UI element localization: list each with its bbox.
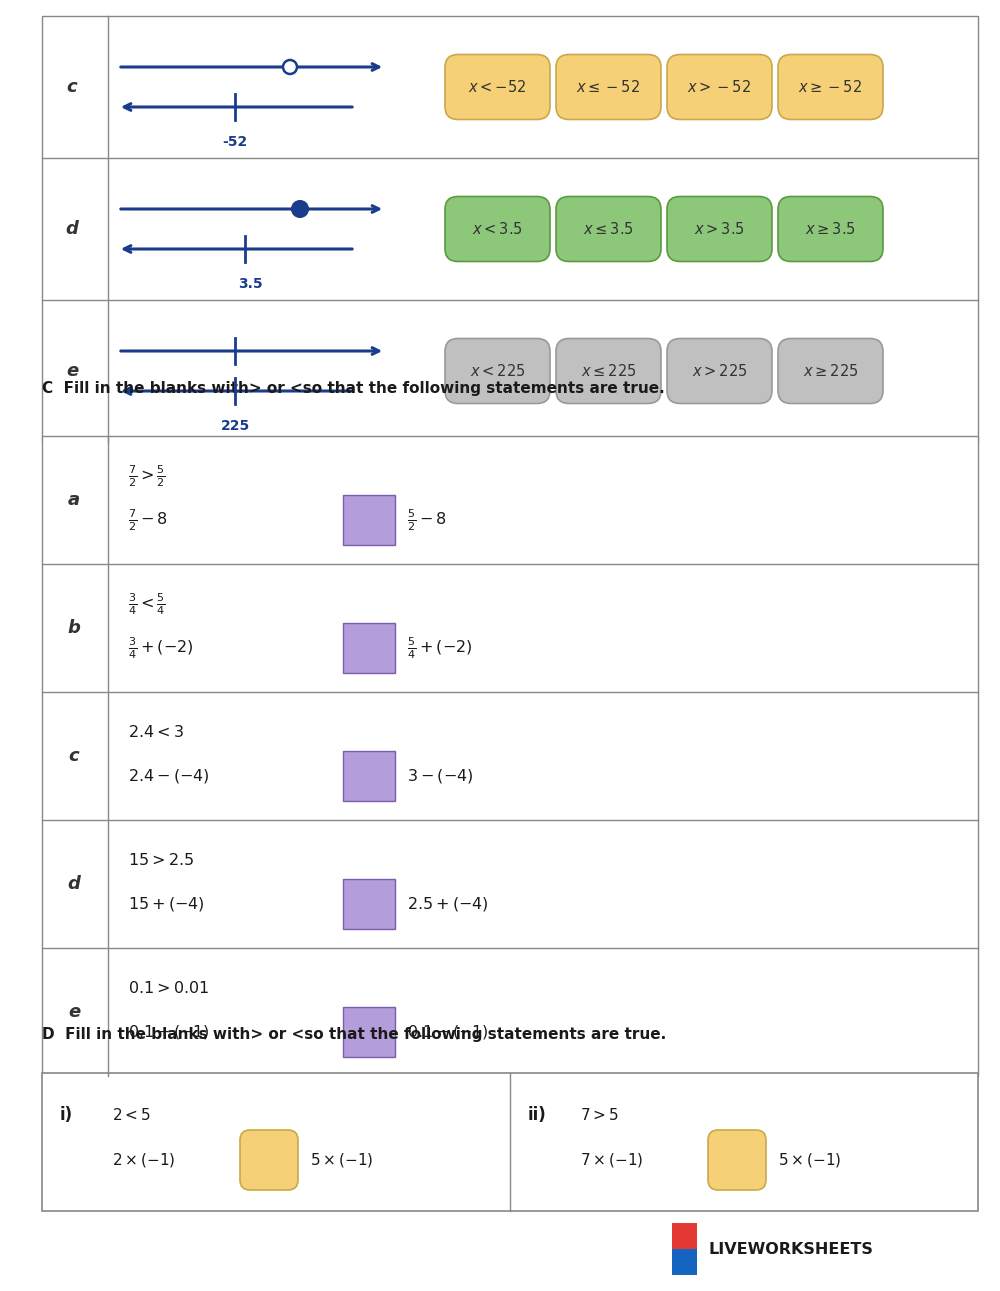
Text: c: c [69, 747, 79, 766]
Text: $\frac{5}{4} + (-2)$: $\frac{5}{4} + (-2)$ [407, 635, 472, 661]
Text: d: d [68, 875, 80, 893]
FancyBboxPatch shape [556, 338, 661, 404]
Text: C  Fill in the blanks with> or <so that the following statements are true.: C Fill in the blanks with> or <so that t… [42, 382, 665, 396]
Text: $\frac{3}{4} + (-2)$: $\frac{3}{4} + (-2)$ [128, 635, 193, 661]
Text: a: a [68, 491, 80, 509]
Text: $\frac{7}{2} > \frac{5}{2}$: $\frac{7}{2} > \frac{5}{2}$ [128, 463, 166, 489]
Text: $5 \times (-1)$: $5 \times (-1)$ [310, 1152, 373, 1168]
FancyBboxPatch shape [556, 196, 661, 262]
Text: $7 > 5$: $7 > 5$ [580, 1106, 619, 1123]
Text: $0.1 > 0.01$: $0.1 > 0.01$ [128, 980, 209, 995]
Text: $\frac{3}{4} < \frac{5}{4}$: $\frac{3}{4} < \frac{5}{4}$ [128, 591, 166, 617]
Text: $x \leq 3.5$: $x \leq 3.5$ [583, 221, 634, 238]
Bar [672, 1248, 697, 1276]
Text: $x \geq -52$: $x \geq -52$ [798, 79, 863, 96]
Text: 3.5: 3.5 [238, 278, 262, 290]
FancyBboxPatch shape [667, 54, 772, 120]
Text: $x < 3.5$: $x < 3.5$ [472, 221, 523, 238]
Text: $2.5 + (-4)$: $2.5 + (-4)$ [407, 895, 489, 913]
Text: $5 \times (-1)$: $5 \times (-1)$ [778, 1152, 841, 1168]
Text: b: b [68, 618, 80, 636]
Bar [672, 1223, 697, 1248]
FancyBboxPatch shape [708, 1130, 766, 1190]
FancyBboxPatch shape [667, 196, 772, 262]
Text: $x > -52$: $x > -52$ [687, 79, 752, 96]
Text: ii): ii) [528, 1106, 547, 1124]
Text: $15 + (-4)$: $15 + (-4)$ [128, 895, 205, 913]
Text: c: c [67, 77, 77, 96]
FancyBboxPatch shape [667, 338, 772, 404]
Bar [42, 436, 978, 1075]
Bar [343, 1007, 395, 1057]
Text: 225: 225 [220, 420, 250, 432]
Text: $2.4 < 3$: $2.4 < 3$ [128, 724, 184, 740]
Text: $3 - (-4)$: $3 - (-4)$ [407, 767, 474, 785]
FancyBboxPatch shape [445, 54, 550, 120]
Bar [42, 15, 978, 442]
Text: e: e [68, 1003, 80, 1021]
Text: $x \leq -52$: $x \leq -52$ [576, 79, 641, 96]
FancyBboxPatch shape [778, 338, 883, 404]
FancyBboxPatch shape [556, 54, 661, 120]
Text: $x \geq 225$: $x \geq 225$ [803, 363, 858, 380]
Text: $x > 3.5$: $x > 3.5$ [694, 221, 745, 238]
Bar [343, 624, 395, 673]
Text: D  Fill in the blanks with> or <so that the following statements are true.: D Fill in the blanks with> or <so that t… [42, 1028, 666, 1043]
Text: $2.4 - (-4)$: $2.4 - (-4)$ [128, 767, 210, 785]
Text: $\frac{5}{2} - 8$: $\frac{5}{2} - 8$ [407, 507, 447, 533]
FancyBboxPatch shape [240, 1130, 298, 1190]
FancyBboxPatch shape [445, 338, 550, 404]
Text: $15 > 2.5$: $15 > 2.5$ [128, 852, 194, 868]
Text: i): i) [60, 1106, 73, 1124]
Circle shape [292, 201, 308, 217]
Text: LIVEWORKSHEETS: LIVEWORKSHEETS [709, 1242, 874, 1256]
Text: -52: -52 [222, 136, 248, 148]
Bar [42, 1073, 978, 1211]
Text: e: e [66, 361, 78, 380]
Text: $x < 225$: $x < 225$ [470, 363, 525, 380]
Bar [343, 879, 395, 930]
Text: $x \geq 3.5$: $x \geq 3.5$ [805, 221, 856, 238]
Text: d: d [66, 219, 78, 238]
Text: $x \leq 225$: $x \leq 225$ [581, 363, 636, 380]
Circle shape [283, 59, 297, 74]
Text: $2 < 5$: $2 < 5$ [112, 1106, 151, 1123]
FancyBboxPatch shape [445, 196, 550, 262]
Bar [343, 751, 395, 800]
Bar [343, 494, 395, 545]
Text: $0.1 - (-1)$: $0.1 - (-1)$ [128, 1022, 210, 1041]
Text: $0.1 - (-1)$: $0.1 - (-1)$ [407, 1022, 489, 1041]
Text: $2 \times (-1)$: $2 \times (-1)$ [112, 1152, 175, 1168]
FancyBboxPatch shape [778, 54, 883, 120]
Text: $x < -52$: $x < -52$ [468, 79, 527, 96]
Text: $x > 225$: $x > 225$ [692, 363, 747, 380]
Text: $\frac{7}{2} - 8$: $\frac{7}{2} - 8$ [128, 507, 168, 533]
FancyBboxPatch shape [778, 196, 883, 262]
Text: $7 \times (-1)$: $7 \times (-1)$ [580, 1152, 643, 1168]
